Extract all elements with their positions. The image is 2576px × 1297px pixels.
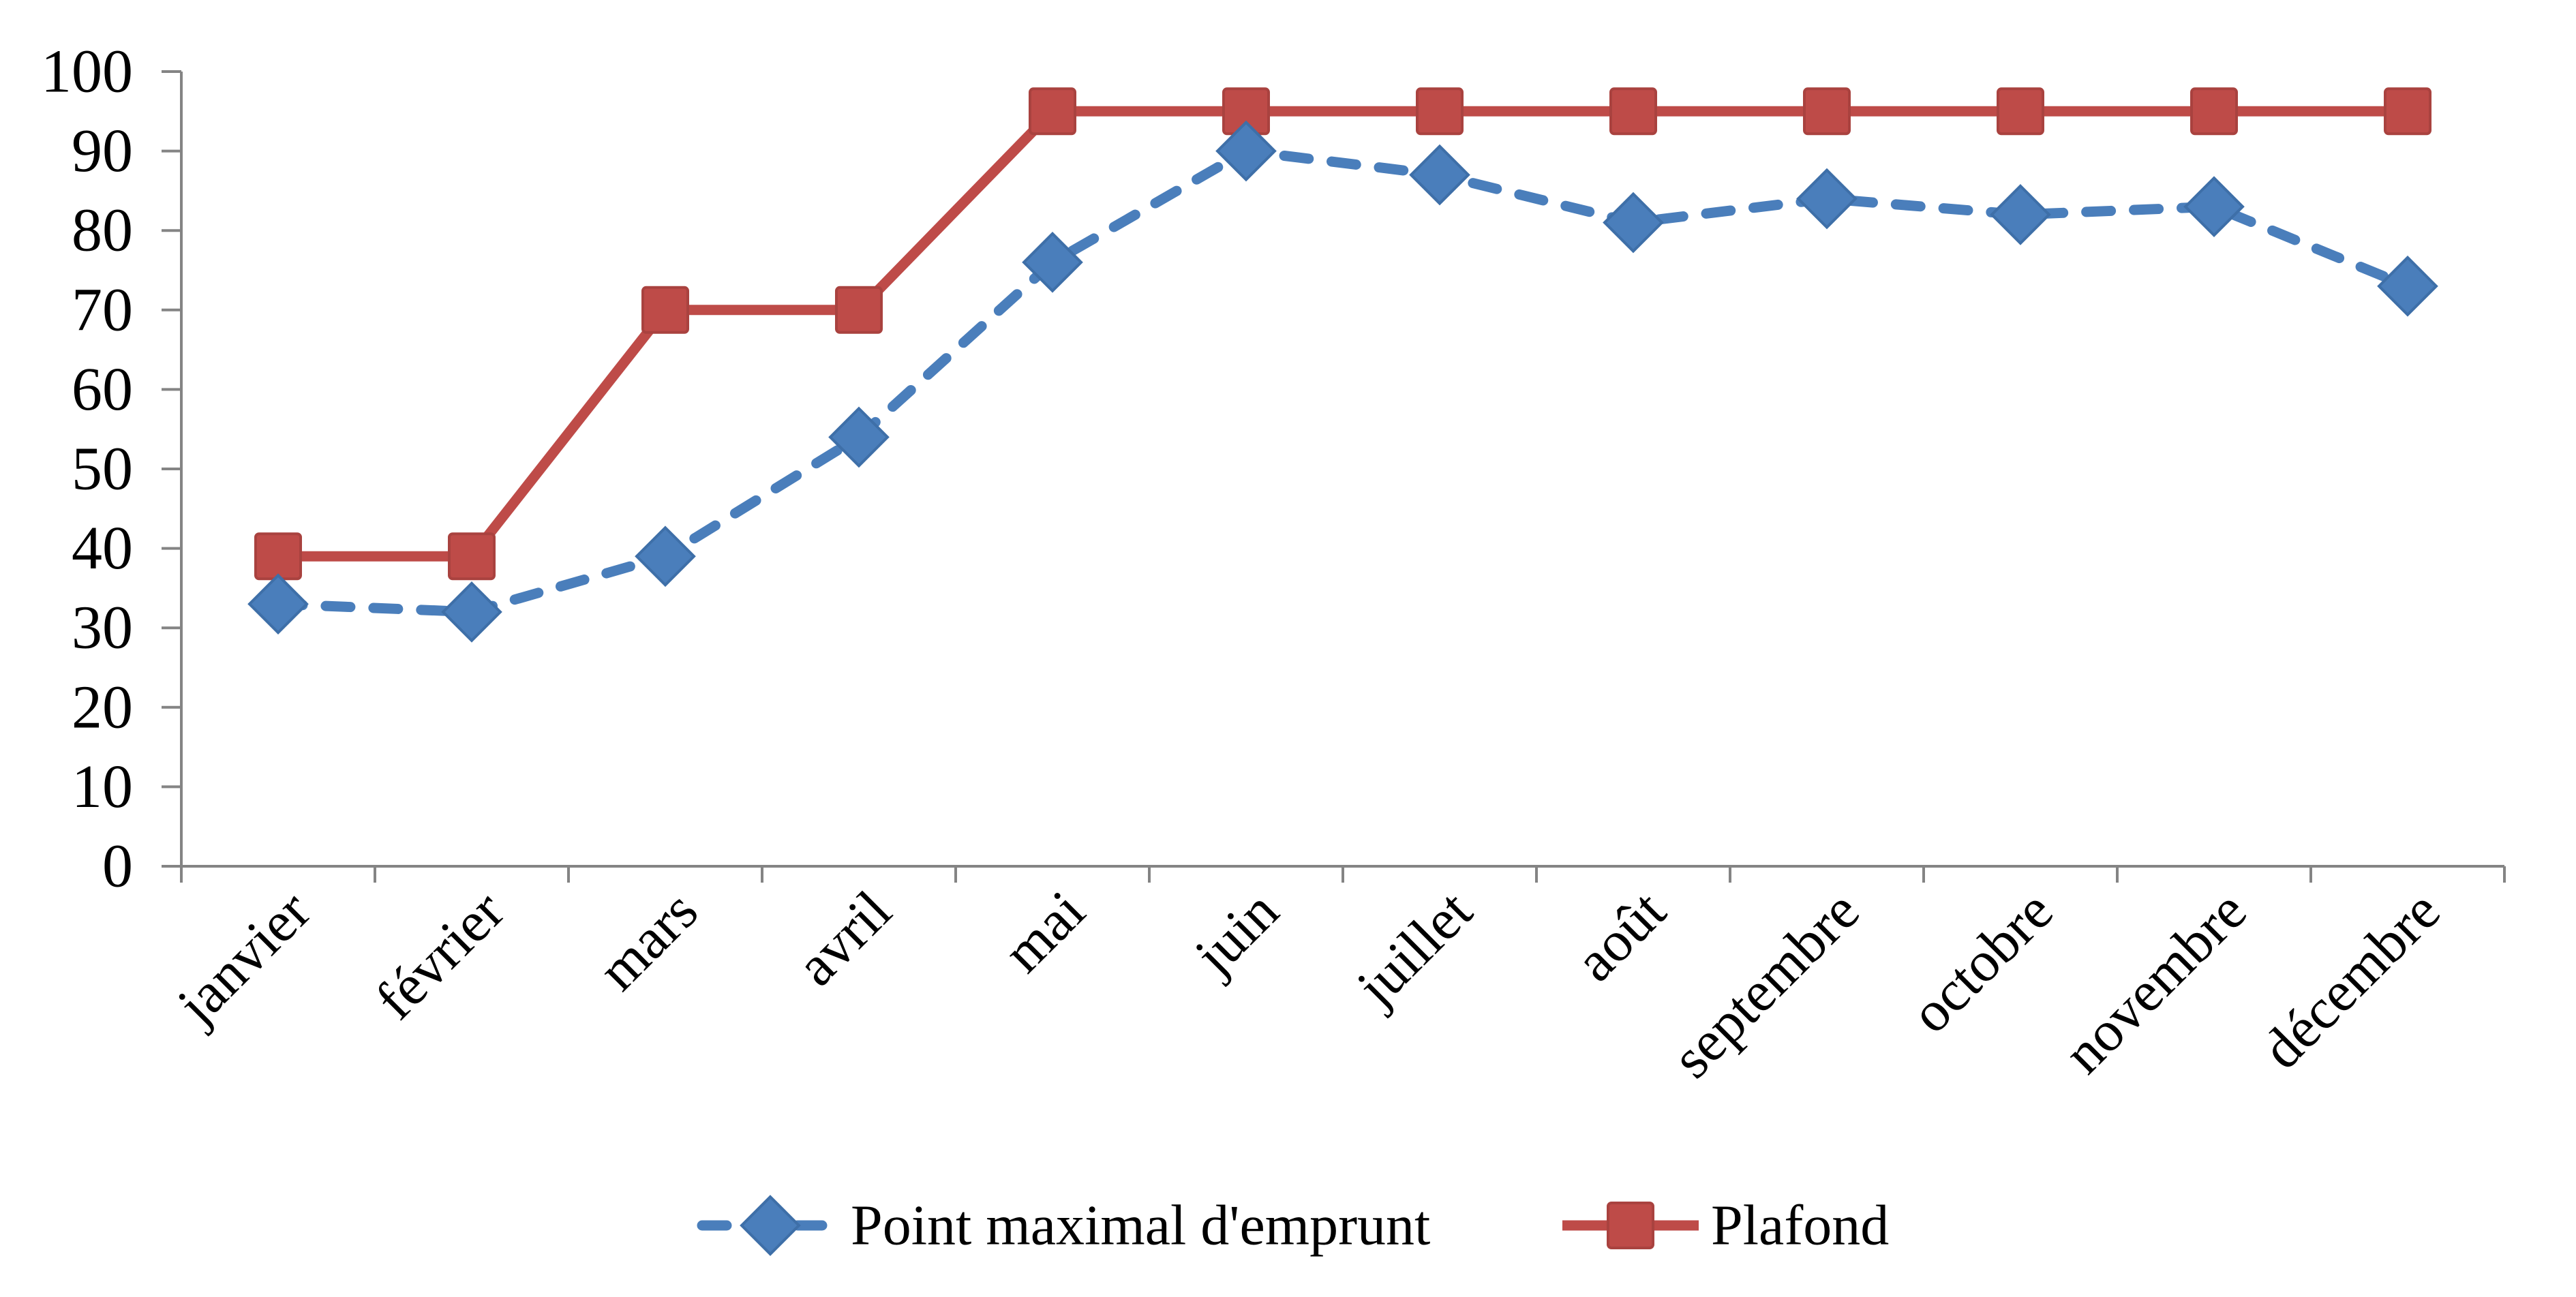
- y-axis-tick-label: 40: [72, 515, 133, 582]
- y-axis-tick-label: 60: [72, 356, 133, 423]
- month-label: novembre: [2052, 879, 2258, 1086]
- y-axis-tick-label: 90: [72, 117, 133, 185]
- month-label: mars: [586, 879, 710, 1003]
- data-point-square: [448, 532, 496, 581]
- legend-item-plafond: Plafond: [1562, 1194, 1889, 1257]
- series-point-maximal: [247, 120, 2438, 643]
- plafond-line: [278, 106, 2408, 562]
- data-point-square: [1803, 87, 1851, 136]
- data-point-square: [1997, 87, 2044, 136]
- data-point-square: [1609, 87, 1657, 136]
- data-point-square: [1607, 1202, 1654, 1249]
- month-label: mai: [992, 879, 1097, 985]
- y-axis-tick-label: 30: [72, 594, 133, 662]
- y-axis-tick-label: 50: [72, 436, 133, 503]
- data-point-diamond: [635, 525, 696, 588]
- y-axis-tick-label: 20: [72, 673, 133, 741]
- data-point-diamond: [740, 1195, 801, 1256]
- data-point-diamond: [1603, 192, 1664, 254]
- month-label: décembre: [2250, 879, 2453, 1082]
- data-point-diamond: [2377, 255, 2438, 317]
- data-point-diamond: [247, 573, 309, 635]
- month-label: juillet: [1344, 879, 1484, 1020]
- y-axis-tick-label: 80: [72, 197, 133, 264]
- month-label: avril: [785, 879, 904, 998]
- month-label: janvier: [164, 879, 323, 1038]
- month-label: août: [1563, 879, 1678, 994]
- data-point-diamond: [1990, 184, 2051, 245]
- legend-label-point-maximal: Point maximal d'emprunt: [851, 1194, 1430, 1257]
- legend-label-plafond: Plafond: [1711, 1194, 1889, 1257]
- data-point-square: [2384, 87, 2431, 136]
- data-point-square: [254, 532, 302, 581]
- data-point-diamond: [1796, 168, 1858, 230]
- data-point-diamond: [1215, 120, 1277, 182]
- data-point-square: [1416, 87, 1464, 136]
- y-axis-tick-label: 0: [102, 833, 133, 900]
- y-axis-tick-label: 10: [72, 753, 133, 821]
- data-point-square: [1029, 87, 1076, 136]
- legend-sample-point-maximal: [697, 1195, 844, 1256]
- series-plafond: [254, 87, 2431, 581]
- x-axis: [162, 865, 2506, 883]
- data-point-square: [835, 286, 883, 334]
- data-point-diamond: [441, 581, 502, 643]
- x-axis-month-labels: janvier février mars avril mai juin juillet aoû…: [164, 879, 2453, 1090]
- legend-sample-plafond: [1562, 1202, 1699, 1249]
- y-axis-tick-labels: 0 10 20 30 40 50 60 70 80 90 100: [41, 38, 133, 900]
- legend: Point maximal d'emprunt Plafond: [697, 1194, 1889, 1257]
- data-point-diamond: [828, 406, 890, 468]
- data-point-square: [2190, 87, 2238, 136]
- data-point-diamond: [1409, 144, 1470, 206]
- month-label: février: [363, 879, 516, 1032]
- y-axis-tick-label: 70: [72, 276, 133, 344]
- data-point-square: [641, 286, 689, 334]
- month-label: septembre: [1661, 879, 1872, 1090]
- month-label: juin: [1181, 879, 1290, 988]
- y-axis-tick-label: 100: [41, 38, 133, 106]
- month-label: octobre: [1899, 879, 2065, 1046]
- legend-item-point-maximal: Point maximal d'emprunt: [697, 1194, 1430, 1257]
- data-point-diamond: [2183, 176, 2245, 238]
- point-maximal-line: [273, 146, 2413, 617]
- data-point-diamond: [1022, 232, 1083, 293]
- y-axis: [162, 70, 183, 883]
